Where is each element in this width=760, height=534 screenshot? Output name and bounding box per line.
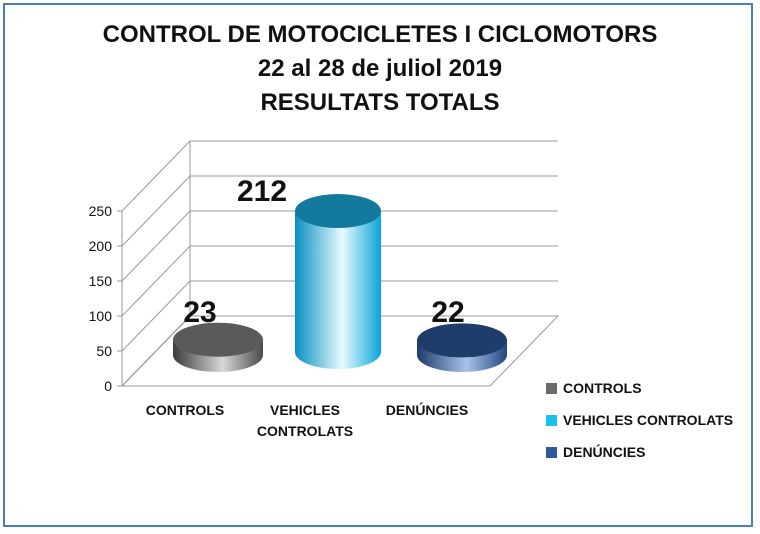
y-tick-label: 50: [96, 343, 112, 359]
bar-denuncies: [417, 323, 507, 372]
y-tick-label: 0: [104, 378, 112, 394]
legend-item-vehicles-controlats: VEHICLES CONTROLATS: [546, 410, 733, 430]
bar-controls: [173, 322, 263, 372]
gridline: [121, 140, 558, 212]
bar-denuncies-top: [417, 323, 507, 358]
bar-vehicles-controlats: [295, 194, 381, 369]
legend-label-controls: CONTROLS: [563, 380, 642, 396]
chart-title-line-3: RESULTATS TOTALS: [260, 89, 500, 116]
data-label: 23: [183, 296, 216, 329]
x-category-label: DENÚNCIES: [362, 400, 492, 421]
x-category-label: CONTROLS: [120, 400, 250, 421]
bar-vehicles-controlats-top: [295, 194, 381, 229]
legend-item-denuncies: DENÚNCIES: [546, 442, 645, 462]
x-category-label: VEHICLES CONTROLATS: [240, 400, 370, 442]
bar-vehicles-controlats-body: [295, 211, 381, 369]
y-tick-label: 200: [89, 238, 113, 254]
legend-swatch-vehicles-controlats: [546, 414, 557, 426]
legend-label-vehicles-controlats: VEHICLES CONTROLATS: [563, 412, 734, 428]
x-category-label-line: DENÚNCIES: [385, 402, 469, 418]
gridline: [121, 245, 558, 317]
legend-swatch-controls: [546, 382, 557, 394]
x-category-label-line: CONTROLS: [145, 402, 225, 418]
y-tick-label: 250: [89, 203, 113, 219]
gridline: [121, 315, 558, 387]
legend-item-controls: CONTROLS: [546, 378, 642, 398]
chart-title-line-2: 22 al 28 de juliol 2019: [257, 55, 503, 82]
gridline: [121, 280, 558, 352]
gridline: [121, 175, 558, 247]
legend-swatch-denuncies: [546, 446, 557, 458]
y-tick-label: 100: [89, 308, 113, 324]
chart-title-line-1: CONTROL DE MOTOCICLETES I CICLOMOTORS: [102, 21, 658, 48]
gridline: [121, 210, 558, 282]
x-category-label-line: VEHICLES: [269, 402, 340, 418]
data-label: 22: [431, 296, 464, 329]
data-label: 212: [237, 175, 287, 208]
bar-controls-top: [173, 322, 263, 357]
x-category-label-line: CONTROLATS: [256, 423, 354, 439]
legend-label-denuncies: DENÚNCIES: [563, 444, 646, 460]
y-tick-label: 150: [89, 273, 113, 289]
